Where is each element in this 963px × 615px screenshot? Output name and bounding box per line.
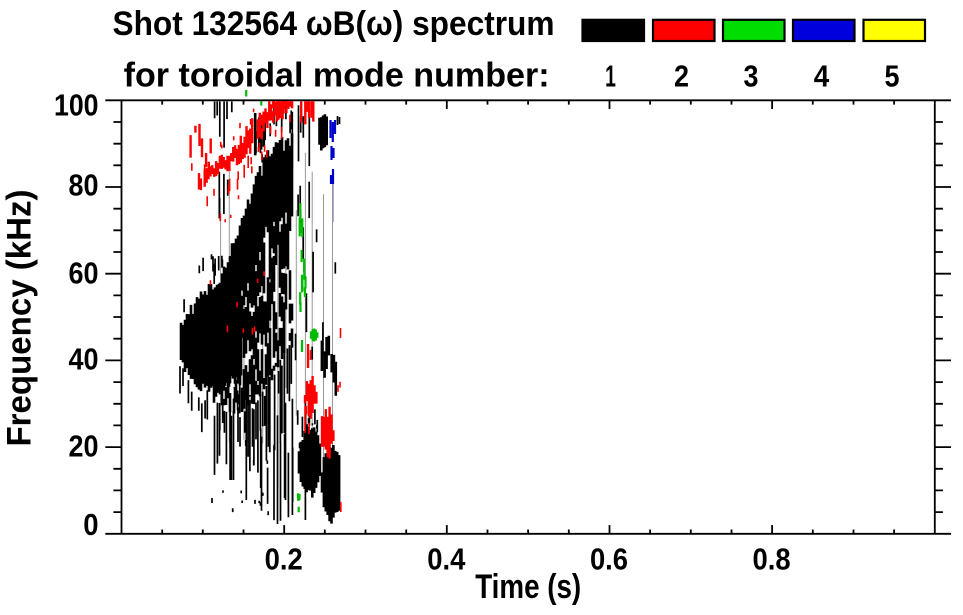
svg-text:20: 20 [69,429,99,463]
svg-text:Shot 132564 ωB(ω) spectrum: Shot 132564 ωB(ω) spectrum [113,5,555,43]
svg-text:for toroidal mode number:: for toroidal mode number: [124,56,550,94]
svg-text:0.8: 0.8 [753,542,791,576]
svg-text:0.4: 0.4 [427,542,465,576]
svg-text:4: 4 [814,59,830,93]
svg-text:60: 60 [69,257,99,291]
svg-text:2: 2 [674,59,689,93]
svg-text:100: 100 [54,88,99,122]
svg-text:3: 3 [744,59,759,93]
svg-text:40: 40 [69,343,99,377]
svg-text:5: 5 [885,59,900,93]
svg-text:0.6: 0.6 [590,542,628,576]
svg-text:0: 0 [83,508,98,542]
svg-text:80: 80 [69,169,99,203]
svg-text:1: 1 [605,59,616,93]
svg-text:Frequency (kHz): Frequency (kHz) [1,190,39,447]
svg-text:0.2: 0.2 [265,542,303,576]
svg-text:Time (s): Time (s) [475,568,581,606]
